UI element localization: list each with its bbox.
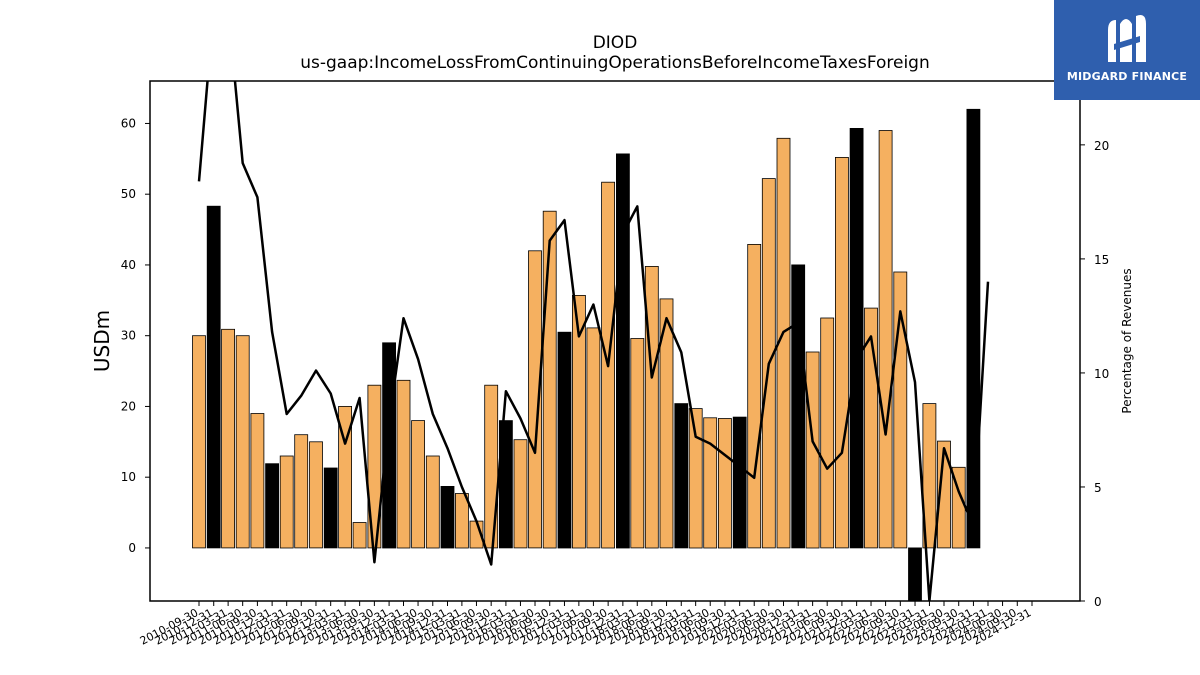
bar-2014-06-30 xyxy=(411,420,426,549)
midgard-m-logo-icon xyxy=(1108,15,1146,62)
y-axis-label: USDm xyxy=(90,310,114,372)
chart-subtitle: us-gaap:IncomeLossFromContinuingOperatio… xyxy=(300,53,930,73)
bar-2011-03-31 xyxy=(221,328,236,549)
bar-2012-09-30 xyxy=(309,441,323,549)
bar-2010-12-31 xyxy=(206,205,221,549)
bar-2013-09-30 xyxy=(367,384,382,549)
bar-2013-03-31 xyxy=(338,405,353,549)
bar-2023-03-31 xyxy=(922,403,937,549)
bar-2016-12-31 xyxy=(557,331,572,549)
bar-2023-12-31 xyxy=(966,108,981,549)
bar-2018-03-31 xyxy=(630,338,645,549)
bar-2013-12-31 xyxy=(382,342,397,549)
bar-2018-09-30 xyxy=(659,298,674,549)
bar-2015-03-31 xyxy=(454,493,469,549)
bar-2022-12-31 xyxy=(908,547,922,602)
bar-2022-06-30 xyxy=(878,130,893,549)
bar-2021-12-31 xyxy=(849,127,864,549)
bar-2019-09-30 xyxy=(718,418,732,549)
bar-2021-09-30 xyxy=(835,156,849,549)
bar-2011-12-31 xyxy=(265,463,280,549)
y-tick-label: 20 xyxy=(121,399,136,413)
y-tick-label: 30 xyxy=(121,329,136,343)
bar-2016-03-31 xyxy=(513,439,528,549)
bar-2016-09-30 xyxy=(542,210,557,549)
pct-line-layer xyxy=(197,81,990,601)
y2-tick-label: 0 xyxy=(1094,595,1102,609)
bar-2010-09-30 xyxy=(192,335,206,549)
bar-2020-03-31 xyxy=(747,243,762,549)
bar-2012-12-31 xyxy=(323,467,338,549)
left-y-axis: 0 10 20 30 40 50 60 xyxy=(121,116,150,555)
bar-2016-06-30 xyxy=(528,250,542,549)
y2-tick-label: 10 xyxy=(1094,367,1109,381)
pct-of-revenues-line xyxy=(197,81,990,601)
y2-axis-label: Percentage of Revenues xyxy=(1120,268,1134,413)
x-axis: 2010-09-302010-12-312011-03-312011-06-30… xyxy=(138,601,1033,648)
bar-2011-09-30 xyxy=(250,413,265,549)
bar-2015-09-30 xyxy=(484,384,499,549)
bar-2019-12-31 xyxy=(732,416,747,549)
midgard-finance-logo: MIDGARD FINANCE xyxy=(1054,0,1200,100)
right-y-axis: 0 5 10 15 20 xyxy=(1080,139,1109,609)
y-tick-label: 50 xyxy=(121,187,136,201)
bar-2023-06-30 xyxy=(937,440,951,549)
bar-2020-12-31 xyxy=(791,264,806,549)
y-tick-label: 0 xyxy=(128,541,136,555)
bar-2017-06-30 xyxy=(586,327,601,549)
y-tick-label: 40 xyxy=(121,258,136,272)
bar-2021-06-30 xyxy=(820,317,835,549)
y2-tick-label: 5 xyxy=(1094,481,1102,495)
bar-2012-03-31 xyxy=(279,455,294,549)
chart-title: DIOD xyxy=(593,33,638,53)
bar-2012-06-30 xyxy=(294,434,309,549)
y-tick-label: 10 xyxy=(121,470,136,484)
plot-frame xyxy=(149,80,1081,602)
bar-2014-03-31 xyxy=(396,379,411,549)
bar-2017-12-31 xyxy=(616,153,630,549)
bar-2022-03-31 xyxy=(864,307,878,549)
y2-tick-label: 20 xyxy=(1094,139,1109,153)
bars-layer xyxy=(192,108,981,602)
bar-2019-06-30 xyxy=(703,417,718,549)
bar-2021-03-31 xyxy=(805,351,820,549)
bar-2015-12-31 xyxy=(498,420,513,549)
bar-2014-09-30 xyxy=(425,455,440,549)
y-tick-label: 60 xyxy=(121,116,136,130)
bar-2019-03-31 xyxy=(688,408,703,549)
brand-name: MIDGARD FINANCE xyxy=(1066,70,1188,83)
bar-2017-03-31 xyxy=(572,294,586,549)
bar-2013-06-30 xyxy=(352,522,367,549)
bar-2011-06-30 xyxy=(235,335,250,549)
bar-2018-06-30 xyxy=(644,265,659,549)
y2-tick-label: 15 xyxy=(1094,253,1109,267)
bar-2014-12-31 xyxy=(440,485,455,549)
bar-2018-12-31 xyxy=(674,403,689,549)
